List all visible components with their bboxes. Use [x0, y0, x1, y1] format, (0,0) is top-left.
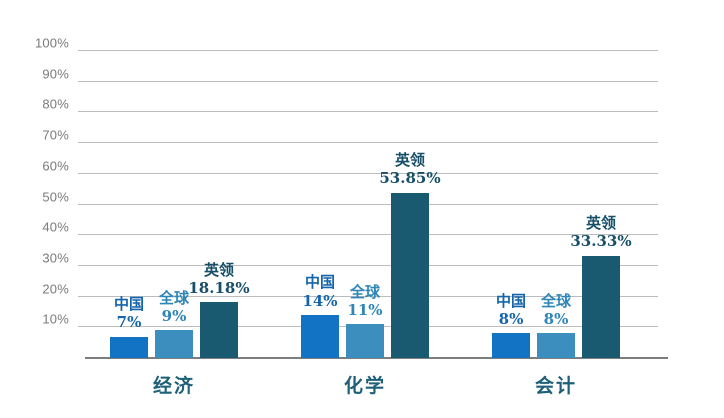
category-label-会计: 会计	[534, 375, 577, 397]
bar-value: 18.18%	[188, 278, 250, 297]
bar-全球-经济	[155, 330, 193, 358]
bar-label: 中国 14%	[272, 273, 368, 310]
bar-value: 9%	[161, 307, 187, 326]
bar-value: 7%	[116, 313, 142, 332]
bar-slot: 全球 9%	[155, 51, 193, 358]
bar-value: 8%	[498, 310, 524, 329]
bar-value: 11%	[347, 300, 383, 319]
bar-slot: 全球 8%	[537, 51, 575, 358]
bar-value: 53.85%	[379, 169, 441, 188]
bar-series-name: 中国	[495, 291, 526, 310]
gridline-60	[78, 172, 658, 174]
y-tick-label-80: 80%	[42, 96, 69, 112]
bar-series-name: 英领	[394, 151, 425, 170]
bar-series-name: 英领	[585, 214, 616, 233]
bar-英领-会计	[582, 255, 620, 358]
bar-label: 中国 8%	[463, 292, 559, 329]
bar-slot: 英领 53.85%	[379, 51, 441, 358]
bar-group-1: 中国 7% 全球 9% 英领 18.18% 经济	[110, 51, 250, 397]
bar-label: 英领 53.85%	[362, 151, 458, 188]
gridline-20	[78, 295, 658, 297]
bar-label: 全球 8%	[508, 292, 604, 329]
bar-group-3: 中国 8% 全球 8% 英领 33.33% 会计	[492, 51, 632, 397]
y-tick-label-100: 100%	[34, 35, 69, 51]
bar-series-name: 全球	[158, 288, 189, 307]
bar-series-name: 中国	[304, 273, 335, 292]
category-label-化学: 化学	[343, 375, 386, 397]
gridline-70	[78, 142, 658, 144]
y-tick-label-60: 60%	[42, 158, 69, 174]
bar-全球-化学	[346, 324, 384, 358]
bar-slot: 英领 18.18%	[188, 51, 250, 358]
bar-value: 8%	[543, 310, 569, 329]
y-tick-label-10: 10%	[42, 311, 69, 327]
bar-label: 全球 11%	[317, 283, 413, 320]
bar-英领-经济	[200, 302, 238, 358]
y-tick-label-20: 20%	[42, 281, 69, 297]
gridline-30	[78, 264, 658, 266]
bar-中国-会计	[492, 333, 530, 358]
bar-value: 14%	[302, 291, 338, 310]
plot-area: 100% 90% 80% 70% 60% 50% 40% 30% 20% 10% 中国 7% 全球 9% 英…	[35, 36, 668, 397]
y-tick-label-70: 70%	[42, 127, 69, 143]
bar-中国-经济	[110, 336, 148, 358]
bar-series-name: 全球	[540, 291, 571, 310]
y-tick-label-90: 90%	[42, 66, 69, 82]
bar-slot: 中国 14%	[301, 51, 339, 358]
bar-label: 英领 33.33%	[553, 214, 649, 251]
y-tick-label-30: 30%	[42, 250, 69, 266]
gridline-90	[78, 80, 658, 82]
bar-label: 中国 7%	[81, 295, 177, 332]
bar-中国-化学	[301, 315, 339, 358]
bar-series-name: 全球	[349, 282, 380, 301]
gridline-40	[78, 234, 658, 236]
y-tick-label-50: 50%	[42, 189, 69, 204]
bar-slot: 中国 7%	[110, 51, 148, 358]
y-tick-label-40: 40%	[42, 219, 69, 235]
bar-英领-化学	[391, 192, 429, 358]
bar-group-2: 中国 14% 全球 11% 英领 53.85% 化学	[301, 51, 441, 397]
bar-slot: 全球 11%	[346, 51, 384, 358]
bar-label: 全球 9%	[126, 289, 222, 326]
bar-series-name: 英领	[203, 260, 234, 279]
bar-slot: 英领 33.33%	[570, 51, 632, 358]
bar-label: 英领 18.18%	[171, 261, 267, 298]
bar-全球-会计	[537, 333, 575, 358]
bar-series-name: 中国	[113, 294, 144, 313]
category-label-经济: 经济	[152, 375, 195, 397]
bar-value: 33.33%	[570, 232, 632, 251]
gridline-100	[78, 50, 658, 51]
gridline-80	[78, 111, 658, 113]
gridline-50	[78, 203, 658, 205]
bar-slot: 中国 8%	[492, 51, 530, 358]
